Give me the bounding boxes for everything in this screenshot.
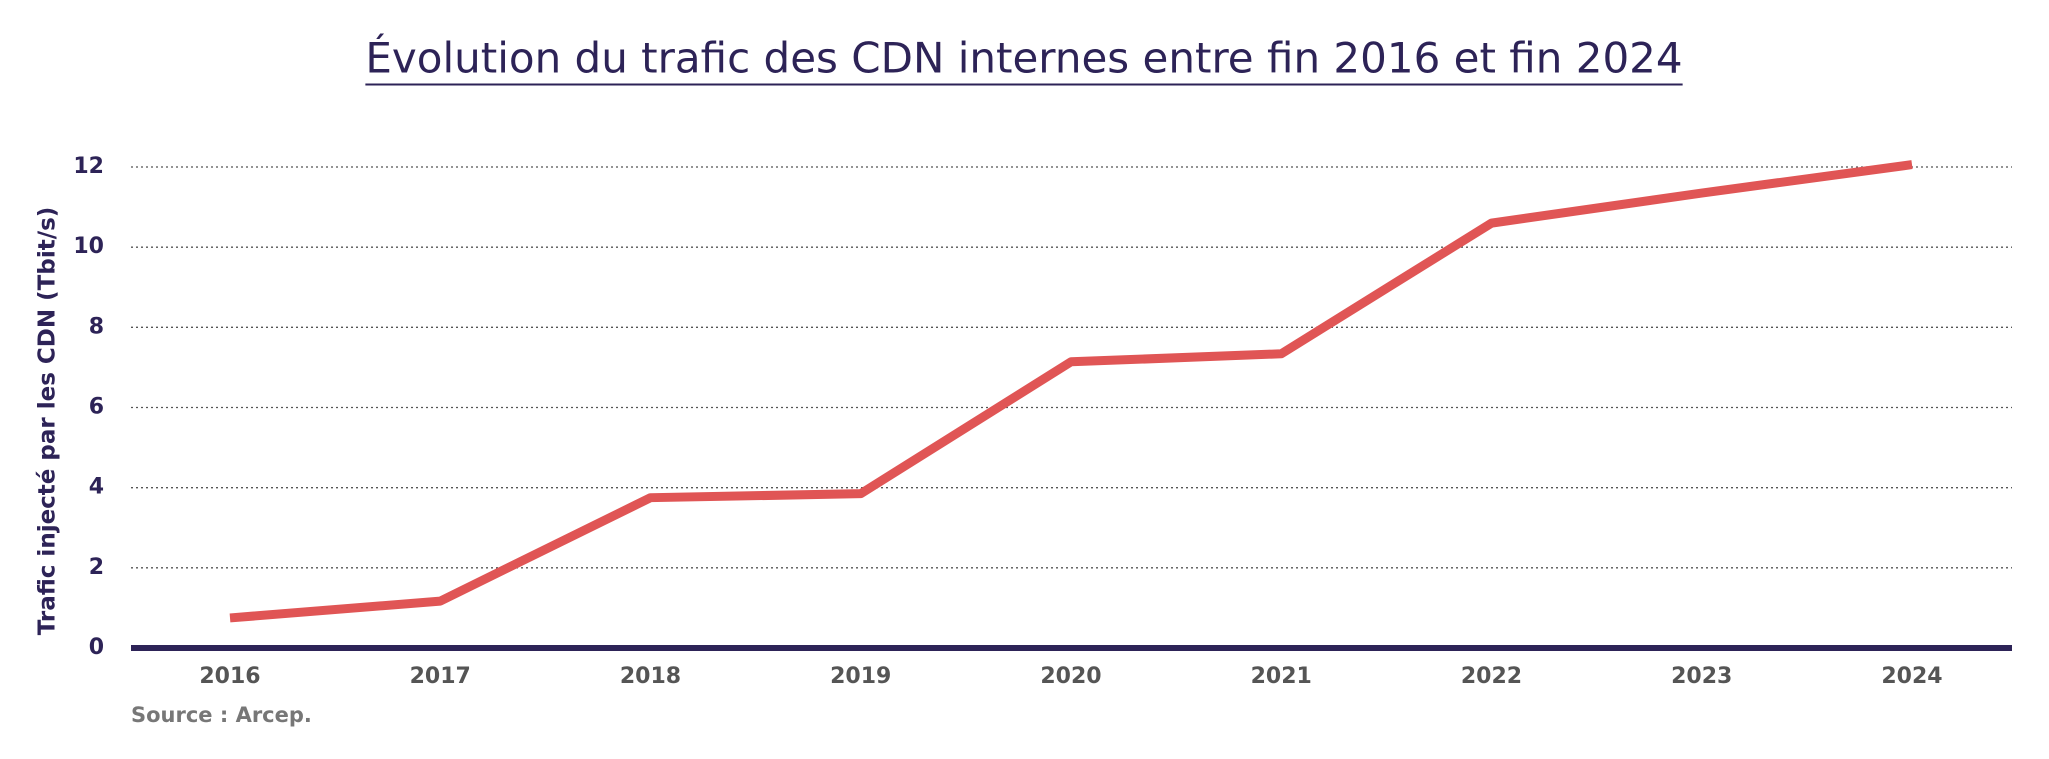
y-tick-label: 0 xyxy=(89,635,104,660)
y-tick-label: 6 xyxy=(89,395,104,420)
x-tick-label: 2024 xyxy=(1881,664,1942,689)
chart-title: Évolution du trafic des CDN internes ent… xyxy=(365,33,1682,83)
source: Source : Arcep. xyxy=(131,703,312,727)
y-tick-label: 4 xyxy=(89,475,104,500)
y-tick-label: 8 xyxy=(89,314,104,339)
x-tick-label: 2016 xyxy=(199,664,260,689)
x-tick-label: 2018 xyxy=(620,664,681,689)
x-tick-label: 2023 xyxy=(1671,664,1732,689)
x-tick-label: 2021 xyxy=(1251,664,1312,689)
x-tick-label: 2017 xyxy=(410,664,471,689)
x-tick-label: 2020 xyxy=(1040,664,1101,689)
x-tick-label: 2022 xyxy=(1461,664,1522,689)
data-line xyxy=(229,160,1913,623)
y-tick-label: 10 xyxy=(73,234,104,259)
y-tick-label: 2 xyxy=(89,555,104,580)
y-axis-label: Trafic injecté par les CDN (Tbit/s) xyxy=(35,207,61,636)
y-tick-label: 12 xyxy=(73,154,104,179)
x-tick-label: 2019 xyxy=(830,664,891,689)
